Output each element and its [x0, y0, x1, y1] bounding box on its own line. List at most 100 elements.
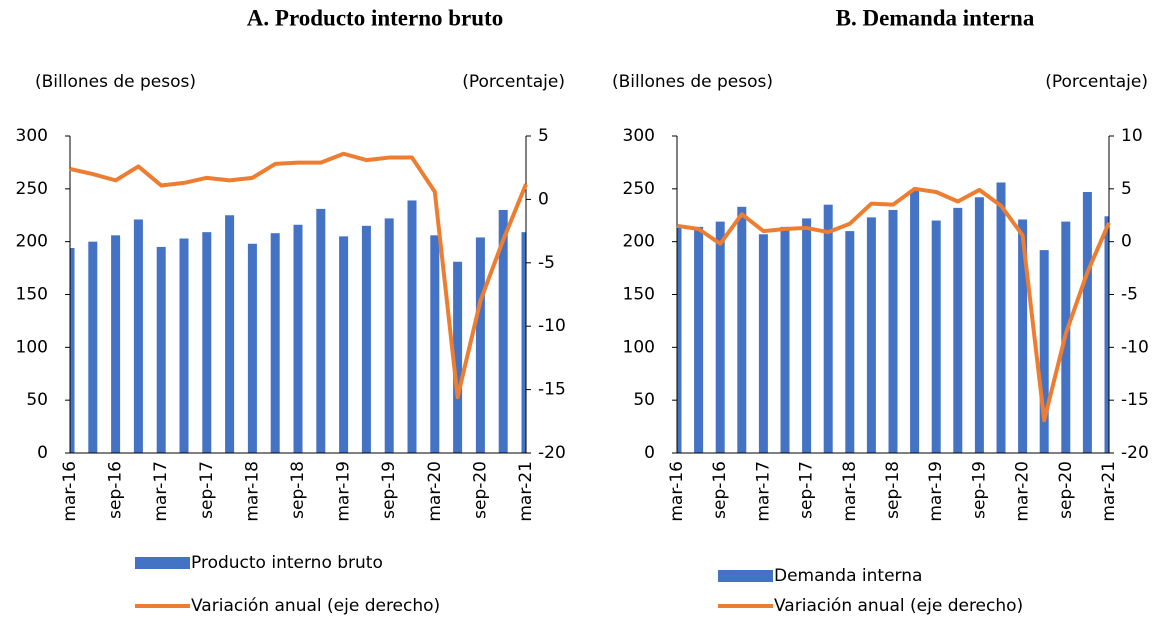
y2-tick-label: -20: [538, 443, 566, 463]
y2-axis-label: (Porcentaje): [1045, 72, 1148, 92]
bar: [247, 243, 257, 453]
y-tick-label: 50: [26, 390, 48, 410]
y-tick-label: 0: [37, 443, 48, 463]
y-tick-label: 100: [623, 337, 655, 357]
plot-area: [677, 182, 1109, 453]
bar: [88, 241, 98, 453]
bar: [758, 234, 768, 453]
bar: [802, 218, 812, 453]
y2-tick-label: -15: [538, 380, 566, 400]
x-tick-label: sep-19: [969, 461, 989, 519]
bar: [1082, 192, 1092, 453]
x-tick-label: sep-19: [379, 461, 399, 519]
bar: [845, 231, 855, 453]
bar: [156, 246, 166, 453]
y-tick-label: 150: [16, 285, 48, 305]
x-tick-label: mar-17: [753, 461, 773, 522]
chart-title: A. Producto interno bruto: [247, 5, 503, 30]
bar: [133, 219, 143, 453]
y-tick-label: 0: [644, 443, 655, 463]
x-tick-label: mar-19: [334, 461, 354, 522]
y2-tick-label: 0: [1121, 232, 1132, 252]
bar: [316, 208, 326, 453]
bar: [270, 233, 280, 453]
legend-swatch: [135, 557, 190, 569]
y-axis-label: (Billones de pesos): [612, 72, 773, 92]
bar: [677, 227, 682, 453]
bar: [780, 226, 790, 453]
bar: [293, 224, 303, 453]
bar: [202, 232, 212, 453]
bar: [430, 235, 440, 453]
bar: [453, 261, 463, 453]
line-series: [676, 186, 1111, 423]
legend-label: Demanda interna: [774, 566, 922, 586]
bar: [407, 200, 417, 453]
plot-area: [70, 200, 526, 453]
bar: [866, 217, 876, 453]
bar: [823, 204, 833, 453]
x-tick-label: mar-16: [667, 461, 687, 522]
y-axis-label: (Billones de pesos): [35, 72, 196, 92]
bar: [694, 226, 704, 453]
bar: [888, 209, 898, 453]
y2-tick-label: -10: [538, 316, 566, 336]
legend-label: Variación anual (eje derecho): [774, 596, 1023, 616]
x-tick-label: mar-21: [516, 461, 536, 522]
x-tick-label: mar-17: [151, 461, 171, 522]
legend-label: Producto interno bruto: [191, 553, 383, 573]
y2-tick-label: 10: [1121, 126, 1143, 146]
bar: [974, 197, 984, 453]
x-tick-label: mar-18: [242, 461, 262, 522]
bar: [931, 220, 941, 453]
x-tick-label: sep-17: [197, 461, 217, 519]
bar: [1104, 216, 1109, 453]
x-tick-label: sep-17: [797, 461, 817, 519]
y2-tick-label: -10: [1121, 337, 1149, 357]
x-tick-label: mar-16: [60, 461, 80, 522]
y-tick-label: 50: [633, 390, 655, 410]
bar: [179, 238, 189, 453]
bar: [910, 190, 920, 453]
bar: [70, 248, 75, 453]
bar: [339, 236, 349, 453]
chart-title: B. Demanda interna: [836, 5, 1035, 30]
x-tick-label: mar-18: [840, 461, 860, 522]
y2-tick-label: -5: [1121, 285, 1138, 305]
y2-tick-label: 0: [538, 189, 549, 209]
bar: [384, 218, 394, 453]
bar: [498, 209, 508, 453]
bar: [1018, 219, 1028, 453]
legend-label: Variación anual (eje derecho): [191, 596, 440, 616]
x-tick-label: mar-19: [926, 461, 946, 522]
bar: [737, 206, 747, 453]
y2-tick-label: 5: [538, 126, 549, 146]
legend-swatch: [718, 570, 773, 582]
y-tick-label: 150: [623, 285, 655, 305]
line-series: [69, 151, 528, 400]
y-tick-label: 200: [16, 232, 48, 252]
x-tick-label: sep-18: [883, 461, 903, 519]
x-tick-label: mar-20: [425, 461, 445, 522]
bar: [521, 232, 526, 453]
x-tick-label: sep-20: [470, 461, 490, 519]
y2-tick-label: -15: [1121, 390, 1149, 410]
y-tick-label: 200: [623, 232, 655, 252]
bar: [996, 182, 1006, 453]
bar: [225, 215, 235, 453]
x-tick-label: sep-20: [1056, 461, 1076, 519]
y2-tick-label: 5: [1121, 179, 1132, 199]
bar: [953, 207, 963, 453]
y-tick-label: 300: [623, 126, 655, 146]
x-tick-label: mar-21: [1099, 461, 1119, 522]
x-tick-label: mar-20: [1013, 461, 1033, 522]
y2-tick-label: -20: [1121, 443, 1149, 463]
bar: [361, 225, 371, 453]
x-tick-label: sep-16: [710, 461, 730, 519]
bar: [1039, 250, 1049, 453]
y-tick-label: 250: [16, 179, 48, 199]
y-tick-label: 100: [16, 337, 48, 357]
bar: [111, 235, 121, 453]
y2-axis-label: (Porcentaje): [462, 72, 565, 92]
